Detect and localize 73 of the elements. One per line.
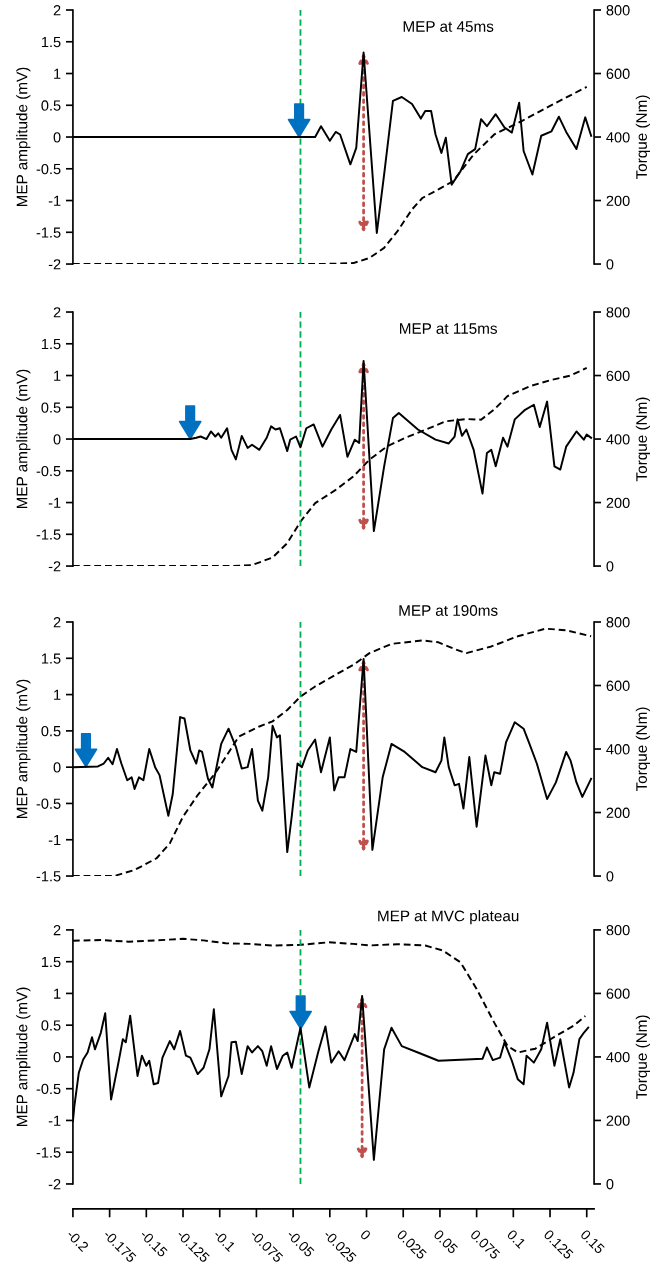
y2-tick-label: 200: [606, 195, 630, 206]
y-tick-label: 1: [54, 370, 61, 381]
y-tick-label: 1.5: [41, 653, 61, 664]
y2-tick-label: 600: [606, 370, 630, 381]
y-tick-label: 1.5: [41, 956, 61, 968]
y-tick-label: -1: [48, 195, 61, 206]
y-tick-label: -2: [48, 259, 61, 270]
y-tick-label: 1: [54, 689, 61, 700]
y2-tick-label: 0: [606, 561, 614, 572]
x-tick-label: 0.1: [506, 1229, 527, 1249]
x-tick-label: 0: [359, 1229, 372, 1241]
y-tick-label: 0: [53, 434, 61, 445]
chart-title: MEP at MVC plateau: [378, 910, 519, 925]
y-tick-label: 0.5: [41, 402, 61, 413]
y-tick-label: 0.5: [41, 725, 61, 737]
y2-tick-label: 0: [606, 871, 614, 882]
y-tick-label: -0.5: [36, 465, 61, 477]
y-tick-label: 0.5: [41, 100, 61, 111]
y-axis-title: MEP amplitude (mV): [16, 67, 31, 207]
y2-tick-label: 200: [606, 497, 630, 508]
y-axis-title: MEP amplitude (mV): [16, 679, 31, 819]
y2-tick-label: 400: [606, 1052, 630, 1063]
y-tick-label: 2: [53, 617, 61, 628]
y-tick-label: 2: [53, 5, 61, 16]
y-tick-label: 0.5: [41, 1020, 61, 1031]
y-tick-label: -1: [48, 497, 61, 508]
x-tick-label: -0.1: [212, 1229, 236, 1253]
chart-title: MEP at 190ms: [399, 605, 498, 616]
text: MEP at 45ms: [403, 21, 494, 32]
x-tick-label: 0.05: [433, 1229, 459, 1255]
y2-axis-title: Torque (Nm): [635, 707, 650, 792]
y2-tick-label: 400: [606, 744, 630, 755]
y-tick-label: 1.5: [41, 339, 61, 350]
y2-tick-label: 400: [606, 434, 630, 445]
y-tick-label: 1: [54, 988, 61, 999]
y-tick-label: -1: [48, 834, 61, 846]
y-tick-label: 1.5: [41, 37, 61, 48]
y-tick-label: -0.5: [36, 1083, 61, 1095]
y-tick-label: -2: [48, 561, 61, 572]
y2-tick-label: 600: [606, 680, 630, 691]
y2-tick-label: 0: [606, 1179, 614, 1190]
y-tick-label: -1.5: [36, 1147, 61, 1158]
y2-tick-label: 800: [606, 5, 630, 16]
y-tick-label: -2: [48, 1179, 61, 1190]
y-tick-label: 0: [53, 762, 61, 773]
y2-tick-label: 600: [606, 68, 630, 79]
y2-tick-label: 400: [606, 132, 630, 143]
y2-tick-label: 800: [606, 925, 630, 936]
y2-tick-label: 0: [606, 259, 614, 270]
y2-tick-label: 800: [606, 307, 630, 318]
y-axis-title: MEP amplitude (mV): [16, 369, 31, 509]
y2-tick-label: 600: [606, 988, 630, 999]
y-tick-label: 0: [53, 132, 61, 143]
y2-axis-title: Torque (Nm): [635, 397, 650, 482]
y2-tick-label: 200: [606, 1115, 630, 1126]
y-tick-label: -1.5: [36, 227, 61, 238]
y-tick-label: 2: [53, 925, 61, 936]
y-tick-label: 1: [54, 68, 61, 79]
y2-tick-label: 200: [606, 807, 630, 818]
y-tick-label: -1.5: [36, 871, 61, 882]
y-tick-label: 2: [53, 307, 61, 318]
y2-axis-title: Torque (Nm): [635, 1015, 650, 1100]
x-tick-label: 0.15: [579, 1229, 606, 1255]
y2-axis-title: Torque (Nm): [635, 95, 650, 180]
y-tick-label: 0: [53, 1052, 61, 1063]
text: MEP at 115ms: [400, 323, 497, 334]
y2-tick-label: 800: [606, 617, 630, 628]
x-tick-label: -0.2: [66, 1229, 90, 1253]
y-tick-label: -0.5: [36, 163, 61, 175]
y-tick-label: -0.5: [36, 798, 61, 809]
y-tick-label: -1.5: [36, 529, 61, 540]
y-tick-label: -1: [48, 1115, 61, 1126]
y-axis-title: MEP amplitude (mV): [16, 987, 31, 1127]
